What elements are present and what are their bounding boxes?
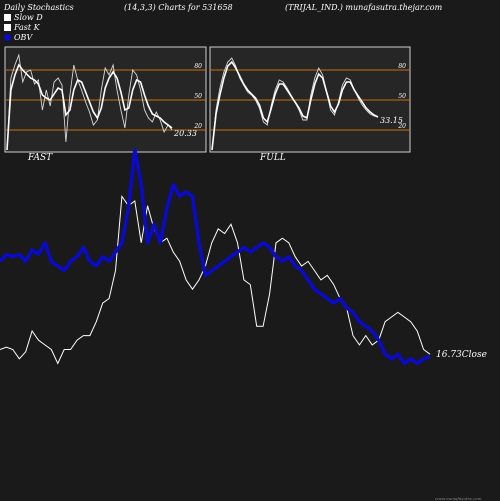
- legend-fast-k: Fast K: [4, 23, 40, 32]
- fast-last-value: 20.33: [173, 129, 197, 138]
- legend-swatch-slow: [4, 14, 11, 21]
- fast-level-label-50: 50: [194, 93, 202, 100]
- fast-slow-line: [6, 63, 173, 151]
- full-slow-line: [211, 60, 379, 151]
- full-level-label-80: 80: [398, 63, 406, 70]
- fast-level-label-20: 20: [193, 123, 202, 130]
- legend-swatch-obv: [4, 34, 11, 41]
- legend-label-slow: Slow D: [14, 13, 43, 22]
- legend-label-fast: Fast K: [14, 23, 40, 32]
- legend-label-obv: OBV: [14, 33, 33, 42]
- header-right: (TRIJAL_IND.) munafasutra.thejar.com: [285, 3, 443, 12]
- close-line: [0, 194, 431, 365]
- obv-line: [0, 148, 431, 366]
- legend-obv: OBV: [4, 33, 32, 42]
- legend-swatch-fast: [4, 24, 11, 31]
- panel-title-full: FULL: [260, 153, 286, 163]
- close-last-value: 16.73Close: [436, 350, 487, 360]
- fast-fast-line: [6, 53, 173, 151]
- panel-title-fast: FAST: [28, 153, 53, 163]
- header-left: Daily Stochastics: [4, 3, 74, 12]
- fast-level-label-80: 80: [194, 63, 202, 70]
- full-level-label-20: 20: [397, 123, 406, 130]
- header-center: (14,3,3) Charts for 531658: [124, 3, 233, 12]
- full-last-value: 33.15: [380, 116, 403, 125]
- legend-slow-d: Slow D: [4, 13, 43, 22]
- footer-url: www.munafasutra.com: [435, 496, 482, 501]
- full-level-label-50: 50: [398, 93, 406, 100]
